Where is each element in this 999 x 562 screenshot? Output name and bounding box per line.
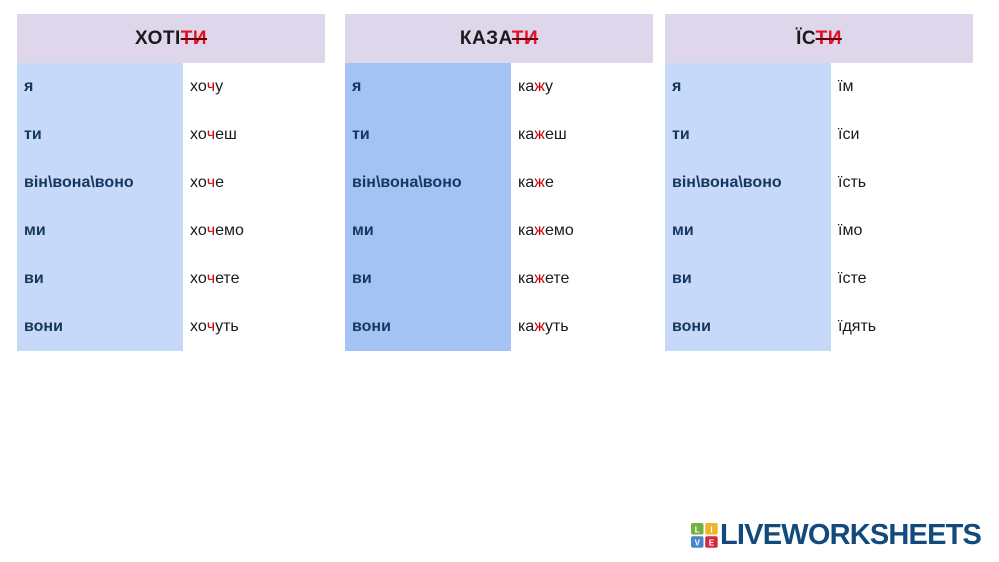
svg-text:E: E: [709, 539, 715, 548]
svg-text:L: L: [695, 525, 700, 534]
svg-text:V: V: [695, 539, 701, 548]
svg-text:I: I: [710, 525, 712, 534]
